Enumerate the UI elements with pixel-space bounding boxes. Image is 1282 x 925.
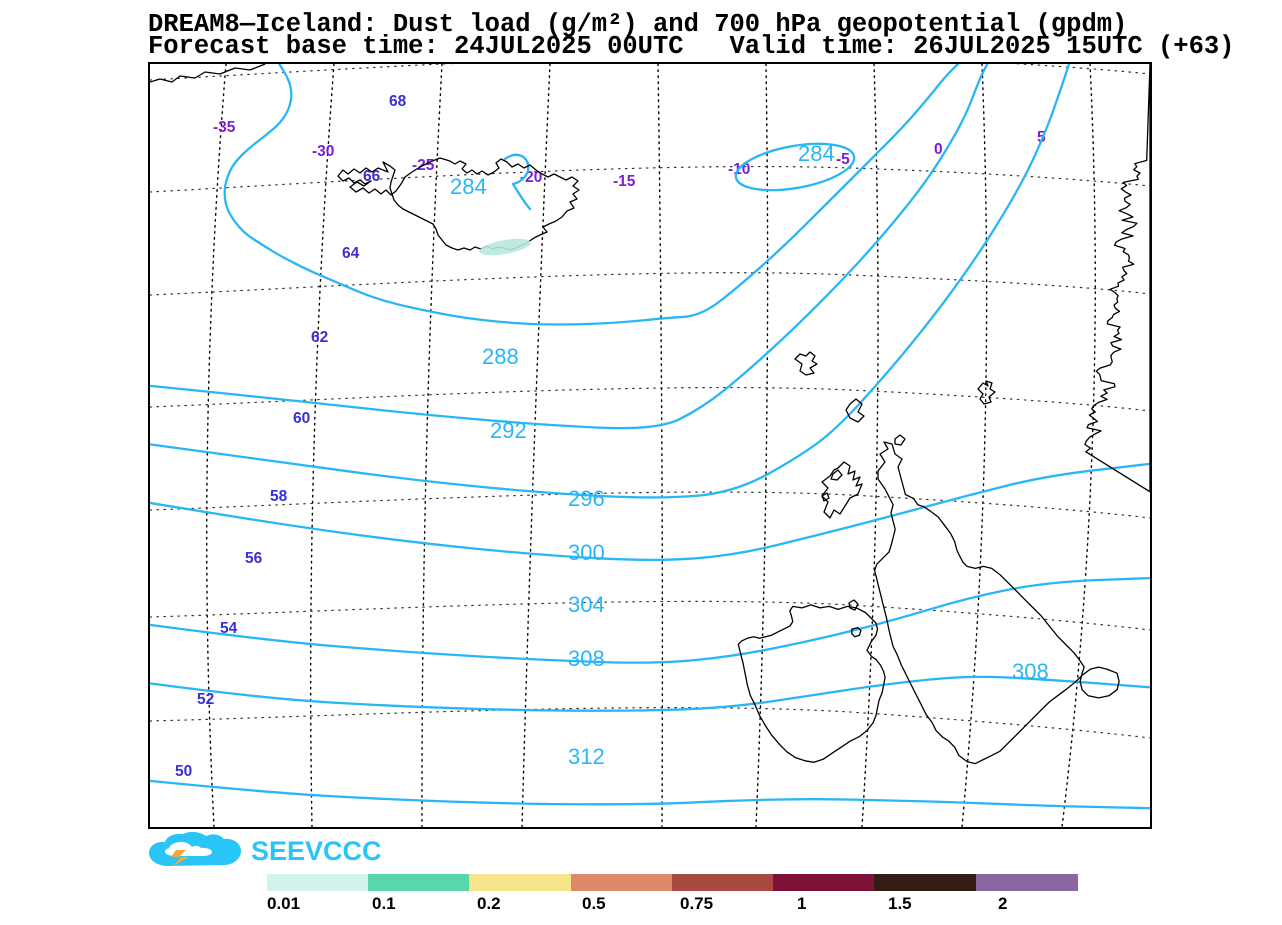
svg-text:284: 284: [450, 174, 487, 199]
svg-text:312: 312: [568, 744, 605, 769]
svg-text:292: 292: [490, 418, 527, 443]
svg-text:300: 300: [568, 540, 605, 565]
svg-text:-15: -15: [613, 173, 636, 190]
svg-text:66: 66: [363, 168, 381, 185]
svg-text:56: 56: [245, 550, 263, 567]
svg-text:50: 50: [175, 763, 192, 780]
svg-text:60: 60: [293, 410, 310, 427]
svg-text:62: 62: [311, 329, 328, 346]
svg-text:296: 296: [568, 486, 605, 511]
svg-text:52: 52: [197, 691, 214, 708]
svg-text:288: 288: [482, 344, 519, 369]
svg-text:68: 68: [389, 93, 407, 110]
svg-text:308: 308: [568, 646, 605, 671]
svg-text:-5: -5: [836, 151, 850, 168]
svg-text:58: 58: [270, 488, 288, 505]
svg-text:0: 0: [934, 141, 943, 158]
svg-text:304: 304: [568, 592, 605, 617]
svg-text:308: 308: [1012, 659, 1049, 684]
svg-text:64: 64: [342, 245, 360, 262]
svg-text:SEEVCCC: SEEVCCC: [251, 836, 382, 866]
svg-text:-35: -35: [213, 119, 236, 136]
svg-text:284: 284: [798, 141, 835, 166]
svg-text:-30: -30: [312, 143, 334, 160]
